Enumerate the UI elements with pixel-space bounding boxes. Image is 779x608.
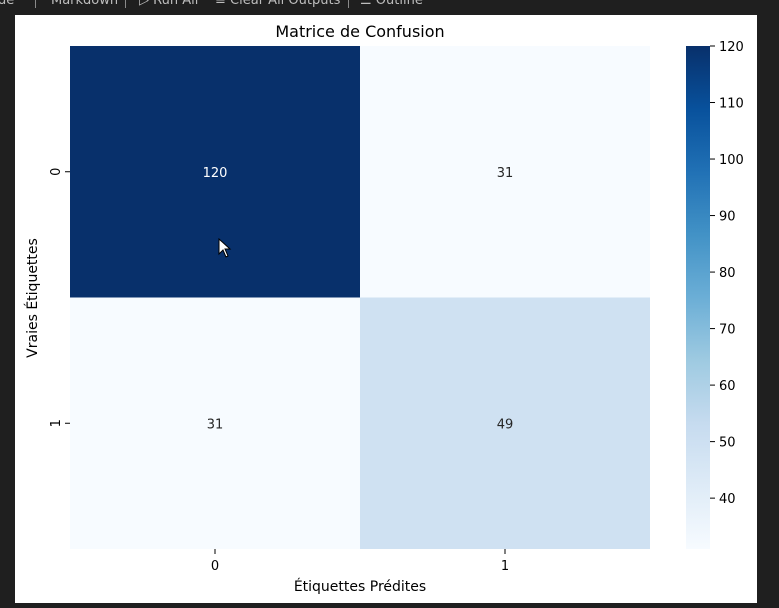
colorbar-tick-label: 60 — [719, 379, 736, 394]
cell-value-label: 49 — [497, 417, 514, 432]
toolbar-separator — [125, 0, 126, 8]
clear-all-outputs-label: Clear All Outputs — [230, 0, 341, 8]
cell-value-label: 120 — [203, 166, 228, 181]
x-axis-label: Étiquettes Prédites — [294, 578, 426, 595]
toolbar-outline-button[interactable]: ☰ Outline — [360, 0, 423, 8]
cell-value-label: 31 — [497, 166, 514, 181]
colorbar-tick-label: 110 — [719, 97, 744, 112]
y-axis-ticks: 01 — [49, 168, 70, 427]
x-tick-label: 0 — [211, 559, 219, 574]
x-tick-label: 1 — [501, 559, 509, 574]
cell-value-label: 31 — [207, 417, 224, 432]
outline-icon: ☰ — [360, 0, 372, 8]
run-all-label: Run All — [153, 0, 199, 8]
y-axis-label: Vraies Étiquettes — [24, 238, 41, 358]
heatmap-cell — [360, 46, 650, 298]
toolbar-separator — [348, 0, 349, 8]
toolbar-item-code[interactable]: de — [0, 0, 15, 8]
y-tick-label: 1 — [49, 419, 64, 427]
notebook-toolbar: de Markdown ▷ Run All ≡ Clear All Output… — [0, 0, 779, 14]
y-tick-label: 0 — [49, 168, 64, 176]
colorbar-tick-label: 50 — [719, 436, 736, 451]
mouse-cursor-icon — [218, 238, 232, 258]
colorbar-ticks: 40 50 60 70 80 90 100 110 120 — [710, 40, 744, 507]
run-icon: ▷ — [139, 0, 149, 8]
heatmap-cell — [70, 46, 360, 298]
toolbar-separator — [35, 0, 36, 8]
heatmap-cell — [70, 297, 360, 549]
toolbar-run-all-button[interactable]: ▷ Run All — [139, 0, 198, 8]
scrollbar-track[interactable] — [757, 15, 779, 603]
colorbar — [686, 46, 710, 549]
heatmap-cell — [360, 297, 650, 549]
colorbar-tick-label: 90 — [719, 210, 736, 225]
toolbar-clear-outputs-button[interactable]: ≡ Clear All Outputs — [215, 0, 340, 8]
toolbar-item-markdown[interactable]: Markdown — [51, 0, 119, 8]
colorbar-tick-label: 120 — [719, 40, 744, 55]
colorbar-tick-label: 40 — [719, 492, 736, 507]
colorbar-tick-label: 70 — [719, 323, 736, 338]
chart-title: Matrice de Confusion — [275, 22, 444, 41]
outline-label: Outline — [375, 0, 423, 8]
colorbar-tick-label: 100 — [719, 153, 744, 168]
clear-icon: ≡ — [215, 0, 226, 8]
heatmap-cells: 120 31 31 49 — [70, 46, 650, 549]
more-icon[interactable]: ··· — [440, 0, 453, 8]
colorbar-tick-label: 80 — [719, 266, 736, 281]
